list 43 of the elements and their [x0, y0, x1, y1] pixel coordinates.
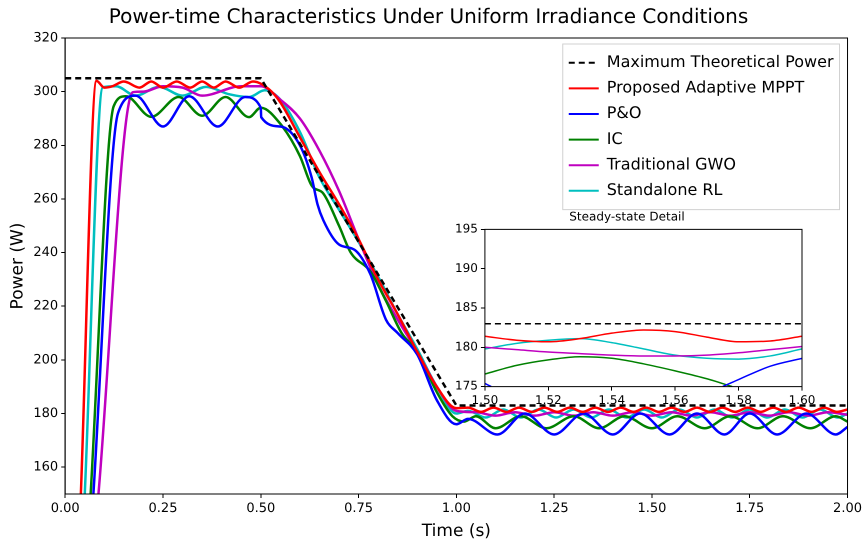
x-tick-label: 0.50 — [246, 501, 276, 516]
legend-label: Proposed Adaptive MPPT — [606, 78, 805, 97]
x-tick-label: 1.50 — [637, 501, 666, 516]
chart-title: Steady-state Detail — [569, 209, 685, 224]
y-tick-label: 280 — [33, 138, 58, 153]
line-series — [484, 356, 733, 387]
legend-label: Standalone RL — [606, 180, 723, 199]
y-tick-label: 190 — [455, 260, 478, 275]
x-tick-label: 1.25 — [540, 501, 569, 516]
y-tick-label: 220 — [33, 298, 58, 314]
y-tick-label: 195 — [455, 222, 478, 236]
x-tick-label: 1.00 — [442, 501, 471, 516]
y-tick-label: 200 — [33, 352, 58, 368]
y-tick-label: 185 — [455, 300, 478, 314]
y-tick-label: 175 — [455, 378, 478, 393]
line-series — [484, 338, 802, 360]
x-tick-label: 1.75 — [735, 501, 764, 516]
y-tick-label: 180 — [455, 339, 478, 354]
x-tick-label: 0.75 — [344, 501, 374, 516]
x-tick-label: 0.25 — [148, 501, 178, 516]
line-series — [484, 329, 802, 343]
x-tick-label: 0.00 — [50, 501, 80, 516]
x-tick-label: 1.58 — [725, 392, 752, 407]
line-series — [484, 346, 802, 357]
x-tick-label: 1.54 — [598, 392, 626, 407]
legend-label: Maximum Theoretical Power — [606, 52, 834, 71]
chart-title: Power-time Characteristics Under Uniform Irradiance Conditions — [108, 4, 748, 28]
y-tick-label: 260 — [33, 191, 58, 206]
x-tick-label: 1.50 — [472, 392, 498, 407]
legend-label: Traditional GWO — [606, 154, 736, 174]
x-tick-label: 2.00 — [833, 501, 862, 516]
y-axis-title: Power (W) — [8, 222, 28, 310]
y-tick-label: 320 — [33, 30, 58, 46]
legend-label: IC — [606, 128, 623, 148]
x-tick-label: 1.60 — [788, 392, 816, 407]
x-tick-label: 1.56 — [662, 392, 689, 407]
x-axis-title: Time (s) — [420, 521, 491, 542]
y-tick-label: 240 — [33, 244, 58, 260]
x-tick-label: 1.52 — [534, 392, 562, 407]
y-tick-label: 160 — [33, 460, 58, 475]
y-tick-label: 300 — [33, 84, 58, 100]
y-tick-label: 180 — [33, 406, 58, 421]
legend-label: P&O — [606, 103, 642, 122]
